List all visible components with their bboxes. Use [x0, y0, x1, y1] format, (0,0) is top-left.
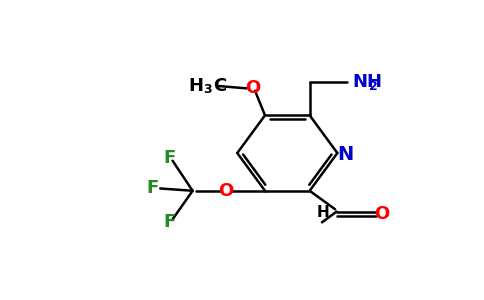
Text: H: H	[188, 77, 203, 95]
Text: F: F	[164, 149, 176, 167]
Text: 3: 3	[203, 83, 212, 96]
Text: O: O	[218, 182, 233, 200]
Text: C: C	[212, 77, 226, 95]
Text: 2: 2	[369, 80, 378, 92]
Text: N: N	[337, 145, 353, 164]
Text: F: F	[147, 179, 159, 197]
Text: NH: NH	[352, 73, 382, 91]
Text: H: H	[316, 205, 329, 220]
Text: O: O	[245, 80, 260, 98]
Text: O: O	[375, 205, 390, 223]
Text: F: F	[164, 213, 176, 231]
